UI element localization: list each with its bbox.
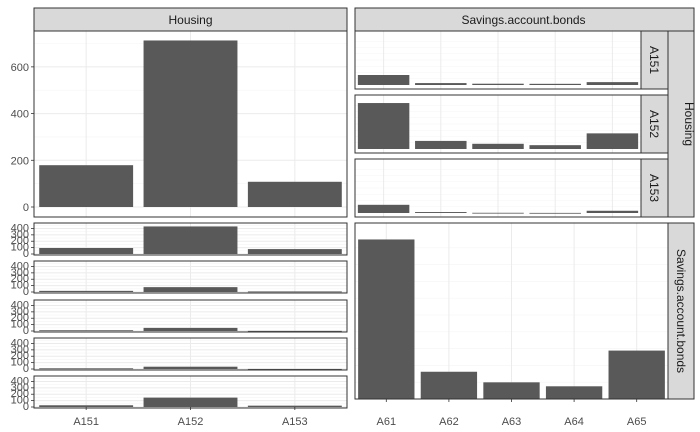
panel-savings-housing-row-4-bar-a151: [39, 368, 134, 370]
panel-housing-housing-y-tick-label: 600: [11, 62, 29, 74]
sub-strip-a152: A152: [647, 110, 661, 138]
panel-housing-housing-bar-a152: [143, 40, 238, 207]
x-tick-label-savings-a64: A64: [564, 416, 584, 428]
panel-savings-housing-row-3-bar-a152: [143, 327, 238, 331]
panel-savings-housing-row-1-bar-a152: [143, 226, 238, 254]
panel-savings-housing-row-5-bar-a151: [39, 405, 134, 407]
panel-savings-housing-row-3-bar-a151: [39, 330, 134, 332]
panel-savings-housing-row-3-y-tick-label: 0: [23, 325, 29, 337]
x-tick-label-housing-a152: A152: [178, 416, 204, 428]
panel-savings-housing-row-5-bar-a152: [143, 397, 238, 407]
row-strip-housing-box: [667, 30, 695, 218]
panel-savings-housing-row-2-bar-a152: [143, 287, 238, 292]
panel-savings-housing-row-2-y-tick-label: 400: [11, 260, 29, 272]
column-strip-savings: Savings.account.bonds: [461, 13, 585, 27]
panel-savings-housing-row-1-y-tick-label: 0: [23, 248, 29, 260]
panel-savings-housing-row-3-y-tick-label: 200: [11, 312, 29, 324]
panel-savings-housing-row-4-border: [33, 337, 348, 371]
panel-savings-housing-row-4-bar-a153: [247, 368, 342, 370]
panel-housing-housing-bar-a151: [39, 165, 134, 207]
panel-savings-housing-row-1-bar-a153: [247, 249, 342, 254]
panel-savings-housing-row-2-y-tick-label: 200: [11, 273, 29, 285]
row-strip-savings: Savings.account.bonds: [674, 249, 688, 373]
row-strip-housing: Housing: [682, 102, 696, 146]
panel-savings-housing-row-4-y-tick-label: 0: [23, 363, 29, 375]
panel-savings-housing-row-4-y-tick-label: 300: [11, 344, 29, 356]
panel-savings-housing-row-2-y-tick-label: 100: [11, 280, 29, 292]
panel-savings-housing-row-1-y-tick-label: 200: [11, 235, 29, 247]
panel-savings-housing-row-3-y-tick-label: 400: [11, 299, 29, 311]
sub-strip-a151: A151: [647, 46, 661, 74]
x-tick-label-savings-a63: A63: [502, 416, 522, 428]
panel-savings-savings-bar-a63: [483, 382, 540, 399]
panel-housing-savings-a152-bar-a64: [529, 145, 581, 149]
panel-savings-housing-row-3-y-tick-label: 300: [11, 306, 29, 318]
panel-housing-savings-a153-bar-a62: [415, 212, 467, 213]
x-tick-label-savings-a62: A62: [439, 416, 459, 428]
panel-housing-housing-bar-a153: [247, 181, 342, 207]
panel-housing-savings-a153-bar-a64: [529, 212, 581, 214]
panel-savings-housing-row-2-y-tick-label: 300: [11, 267, 29, 279]
panel-savings-housing-row-5-y-tick-label: 0: [23, 401, 29, 413]
panel-housing-savings-a152-bar-a63: [472, 143, 524, 149]
panel-housing-savings-a153-bar-a63: [472, 212, 524, 214]
panel-savings-housing-row-1-y-tick-label: 300: [11, 229, 29, 241]
x-tick-label-savings-a65: A65: [627, 416, 647, 428]
panel-savings-housing-row-1-border: [33, 222, 348, 256]
panel-savings-housing-row-5-bar-a153: [247, 405, 342, 407]
panel-savings-housing-row-3-y-tick-label: 100: [11, 319, 29, 331]
sub-strip-a153-box: [640, 158, 669, 218]
sub-strip-a151-box: [640, 30, 669, 90]
panel-savings-savings-bar-a65: [608, 350, 665, 399]
x-tick-label-savings-a61: A61: [377, 416, 397, 428]
panel-housing-savings-a152-bar-a62: [415, 140, 467, 149]
panel-savings-housing-row-1-y-tick-label: 100: [11, 242, 29, 254]
panel-savings-housing-row-3-bar-a153: [247, 330, 342, 332]
panel-savings-housing-row-2-border: [33, 260, 348, 294]
panel-savings-savings-bar-a62: [420, 371, 478, 399]
panel-savings-housing-row-4-y-tick-label: 400: [11, 337, 29, 349]
panel-savings-housing-row-4-y-tick-label: 100: [11, 357, 29, 369]
panel-savings-housing-row-2-bar-a151: [39, 290, 134, 292]
panel-savings-housing-row-2-y-tick-label: 0: [23, 286, 29, 298]
panel-housing-savings-a151-bar-a65: [586, 82, 639, 85]
panel-savings-housing-row-2-bar-a153: [247, 291, 342, 293]
panel-savings-housing-row-5-y-tick-label: 100: [11, 395, 29, 407]
x-tick-label-housing-a153: A153: [282, 416, 308, 428]
sub-strip-a152-box: [640, 94, 669, 154]
panel-housing-savings-a151-bar-a61: [357, 75, 410, 85]
panel-housing-savings-a151-bar-a64: [529, 83, 581, 85]
panel-housing-savings-a151-bar-a62: [415, 83, 467, 85]
panel-housing-housing-y-tick-label: 0: [23, 202, 29, 214]
panel-housing-housing-border: [33, 30, 348, 218]
x-tick-label-housing-a151: A151: [73, 416, 99, 428]
panel-housing-housing-y-tick-label: 400: [11, 109, 29, 121]
panel-savings-housing-row-4-bar-a152: [143, 366, 238, 369]
panel-housing-savings-a152-bar-a65: [586, 133, 639, 149]
panel-savings-housing-row-5-y-tick-label: 200: [11, 388, 29, 400]
panel-savings-housing-row-1-bar-a151: [39, 248, 134, 254]
panel-savings-savings-bar-a64: [545, 386, 603, 399]
panel-housing-housing-y-tick-label: 200: [11, 155, 29, 167]
column-strip-housing: Housing: [168, 13, 212, 27]
panel-housing-savings-a153-bar-a61: [357, 204, 410, 213]
panel-savings-housing-row-1-y-tick-label: 400: [11, 222, 29, 234]
panel-savings-savings-bar-a61: [358, 239, 415, 399]
panel-savings-housing-row-5-y-tick-label: 400: [11, 375, 29, 387]
panel-savings-housing-row-3-border: [33, 299, 348, 333]
panel-savings-housing-row-4-y-tick-label: 200: [11, 350, 29, 362]
panel-housing-savings-a152-bar-a61: [357, 103, 410, 149]
sub-strip-a153: A153: [647, 174, 661, 202]
panel-housing-savings-a153-bar-a65: [586, 210, 639, 213]
panel-housing-savings-a151-bar-a63: [472, 83, 524, 85]
panel-savings-housing-row-5-y-tick-label: 300: [11, 382, 29, 394]
